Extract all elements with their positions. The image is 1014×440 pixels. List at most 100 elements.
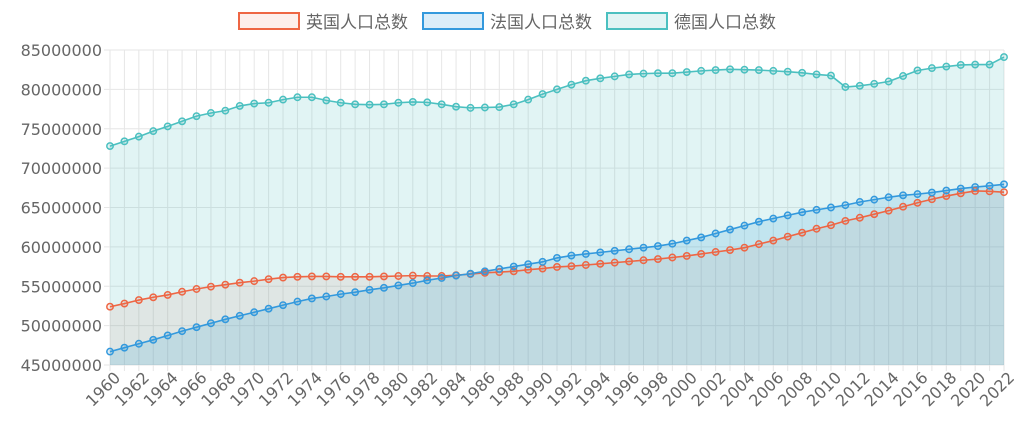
data-point[interactable] xyxy=(769,214,778,223)
data-point[interactable] xyxy=(192,323,201,332)
data-point[interactable] xyxy=(726,65,734,74)
data-point[interactable] xyxy=(798,228,807,237)
data-point[interactable] xyxy=(120,137,129,146)
data-point[interactable] xyxy=(1000,180,1008,189)
data-point[interactable] xyxy=(163,331,172,340)
data-point[interactable] xyxy=(927,195,936,204)
data-point[interactable] xyxy=(841,201,850,210)
data-point[interactable] xyxy=(740,221,749,230)
data-point[interactable] xyxy=(625,70,634,79)
data-point[interactable] xyxy=(380,272,388,281)
data-point[interactable] xyxy=(120,299,129,308)
data-point[interactable] xyxy=(264,304,273,313)
data-point[interactable] xyxy=(596,259,605,268)
data-point[interactable] xyxy=(942,192,951,201)
data-point[interactable] xyxy=(553,263,561,271)
data-point[interactable] xyxy=(596,248,605,257)
data-point[interactable] xyxy=(221,106,230,115)
data-point[interactable] xyxy=(754,240,763,249)
data-point[interactable] xyxy=(596,74,605,83)
data-point[interactable] xyxy=(899,72,908,80)
data-point[interactable] xyxy=(264,98,273,107)
data-point[interactable] xyxy=(726,246,734,254)
data-point[interactable] xyxy=(134,132,143,141)
data-point[interactable] xyxy=(365,100,374,109)
data-point[interactable] xyxy=(653,242,662,251)
data-point[interactable] xyxy=(870,195,879,204)
data-point[interactable] xyxy=(884,77,893,86)
data-point[interactable] xyxy=(870,79,879,88)
data-point[interactable] xyxy=(307,93,316,102)
data-point[interactable] xyxy=(466,103,475,112)
data-point[interactable] xyxy=(221,280,230,289)
data-point[interactable] xyxy=(480,103,489,112)
data-point[interactable] xyxy=(610,258,619,267)
data-point[interactable] xyxy=(913,190,922,199)
data-point[interactable] xyxy=(769,66,778,75)
data-point[interactable] xyxy=(250,277,259,286)
data-point[interactable] xyxy=(682,251,691,260)
data-point[interactable] xyxy=(697,250,706,258)
data-point[interactable] xyxy=(913,198,922,207)
data-point[interactable] xyxy=(322,292,331,301)
data-point[interactable] xyxy=(380,283,388,292)
data-point[interactable] xyxy=(336,98,345,107)
data-point[interactable] xyxy=(639,69,648,78)
data-point[interactable] xyxy=(754,66,763,75)
data-point[interactable] xyxy=(264,275,273,284)
data-point[interactable] xyxy=(639,243,648,252)
data-point[interactable] xyxy=(682,68,691,77)
data-point[interactable] xyxy=(956,184,965,193)
data-point[interactable] xyxy=(293,297,302,306)
data-point[interactable] xyxy=(307,294,316,303)
data-point[interactable] xyxy=(178,287,187,296)
data-point[interactable] xyxy=(149,127,158,136)
data-point[interactable] xyxy=(783,67,792,76)
data-point[interactable] xyxy=(293,272,302,281)
data-point[interactable] xyxy=(452,102,461,111)
data-point[interactable] xyxy=(538,90,547,99)
data-point[interactable] xyxy=(798,68,807,77)
data-point[interactable] xyxy=(495,264,504,273)
data-point[interactable] xyxy=(279,95,287,104)
data-point[interactable] xyxy=(1000,53,1008,62)
data-point[interactable] xyxy=(452,271,461,280)
data-point[interactable] xyxy=(524,260,533,269)
data-point[interactable] xyxy=(149,335,158,344)
data-point[interactable] xyxy=(927,64,936,73)
data-point[interactable] xyxy=(827,71,835,80)
data-point[interactable] xyxy=(711,229,720,238)
data-point[interactable] xyxy=(855,213,864,222)
data-point[interactable] xyxy=(149,293,158,302)
data-point[interactable] xyxy=(106,302,114,311)
data-point[interactable] xyxy=(394,281,403,290)
data-point[interactable] xyxy=(106,142,114,151)
data-point[interactable] xyxy=(322,96,331,105)
data-point[interactable] xyxy=(668,69,677,78)
data-point[interactable] xyxy=(841,216,850,225)
data-point[interactable] xyxy=(985,181,994,190)
data-point[interactable] xyxy=(971,60,980,69)
data-point[interactable] xyxy=(423,98,432,107)
data-point[interactable] xyxy=(351,288,360,297)
data-point[interactable] xyxy=(581,76,590,85)
data-point[interactable] xyxy=(106,347,114,356)
data-point[interactable] xyxy=(884,193,893,202)
data-point[interactable] xyxy=(855,198,864,206)
data-point[interactable] xyxy=(206,319,215,328)
data-point[interactable] xyxy=(668,239,677,248)
data-point[interactable] xyxy=(408,279,417,288)
data-point[interactable] xyxy=(408,98,417,106)
data-point[interactable] xyxy=(408,271,417,280)
data-point[interactable] xyxy=(697,66,706,75)
data-point[interactable] xyxy=(235,278,244,287)
data-point[interactable] xyxy=(524,95,533,104)
data-point[interactable] xyxy=(639,256,648,265)
data-point[interactable] xyxy=(567,251,576,260)
data-point[interactable] xyxy=(163,122,172,131)
data-point[interactable] xyxy=(509,262,518,271)
data-point[interactable] xyxy=(553,85,561,94)
data-point[interactable] xyxy=(365,285,374,294)
data-point[interactable] xyxy=(538,257,547,266)
data-point[interactable] xyxy=(827,203,835,212)
